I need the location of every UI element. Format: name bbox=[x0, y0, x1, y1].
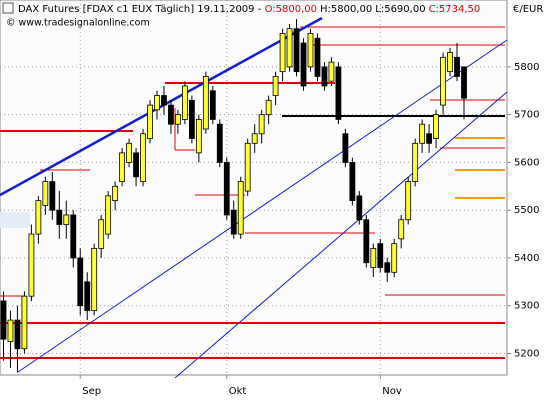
candle-body bbox=[42, 181, 49, 206]
candle-body bbox=[342, 133, 349, 163]
candle-body bbox=[202, 76, 209, 130]
candle-body bbox=[168, 104, 174, 125]
candle-body bbox=[370, 248, 377, 268]
candle-body bbox=[251, 133, 258, 144]
candle-body bbox=[119, 152, 126, 182]
candle-body bbox=[314, 37, 321, 77]
candle-body bbox=[405, 181, 412, 221]
candle-body bbox=[272, 76, 279, 96]
candle-body bbox=[335, 66, 342, 120]
candle-body bbox=[461, 66, 467, 99]
title-close: C:5734,50 bbox=[429, 4, 481, 15]
y-tick-label: 5400 bbox=[514, 253, 539, 264]
candle-body bbox=[426, 133, 433, 144]
candle-body bbox=[70, 214, 77, 259]
candle-body bbox=[175, 114, 181, 125]
y-tick-label: 5800 bbox=[514, 62, 539, 73]
candle-body bbox=[147, 104, 153, 139]
y-tick-label: 5700 bbox=[514, 110, 539, 121]
candle-body bbox=[91, 248, 98, 311]
candle-body bbox=[21, 295, 28, 350]
candle-body bbox=[454, 56, 460, 77]
x-tick-label: Okt bbox=[229, 386, 247, 397]
drawings bbox=[0, 16, 508, 379]
candle-body bbox=[182, 85, 188, 120]
y-tick-label: 5300 bbox=[514, 301, 539, 312]
candle-body bbox=[440, 56, 446, 106]
candle-body bbox=[154, 95, 160, 111]
candle-body bbox=[112, 185, 119, 202]
candle-body bbox=[300, 42, 307, 87]
candle-body bbox=[77, 257, 84, 307]
y-tick-label: 5200 bbox=[514, 349, 539, 360]
candle-body bbox=[49, 181, 56, 211]
x-tick-label: Nov bbox=[382, 386, 402, 397]
candle-body bbox=[35, 200, 42, 235]
candle-body bbox=[63, 214, 70, 225]
candle-body bbox=[356, 195, 363, 221]
candle-body bbox=[0, 300, 7, 340]
candles bbox=[0, 19, 467, 373]
candle-body bbox=[28, 233, 35, 297]
candle-body bbox=[328, 61, 335, 82]
candle-body bbox=[105, 195, 112, 235]
candle-body bbox=[377, 243, 384, 268]
candle-body bbox=[56, 209, 63, 225]
candle-body bbox=[258, 114, 265, 135]
candle-body bbox=[14, 319, 21, 350]
candle-body bbox=[279, 33, 286, 73]
trend-line bbox=[0, 16, 323, 197]
trend-line bbox=[17, 39, 508, 373]
title-text: DAX Futures [FDAX c1 EUX Täglich] 19.11.… bbox=[18, 4, 262, 15]
candle-body bbox=[161, 95, 167, 106]
candle-body bbox=[412, 142, 419, 182]
title-high: H:5800,00 bbox=[320, 4, 372, 15]
candle-body bbox=[133, 152, 139, 178]
candle-body bbox=[293, 28, 300, 73]
candle-body bbox=[98, 219, 105, 249]
candle-body bbox=[237, 181, 244, 235]
y-tick-label: 5600 bbox=[514, 157, 539, 168]
candle-body bbox=[140, 133, 146, 182]
candle-body bbox=[209, 90, 216, 120]
trend-line bbox=[174, 91, 508, 379]
candle-body bbox=[391, 243, 398, 273]
title-low: L:5690,00 bbox=[375, 4, 425, 15]
chart-icon bbox=[2, 2, 14, 14]
candle-body bbox=[188, 99, 195, 139]
y-tick-label: 5500 bbox=[514, 205, 539, 216]
candle-body bbox=[265, 99, 272, 116]
candle-body bbox=[223, 162, 230, 216]
candle-body bbox=[244, 142, 251, 192]
x-tick-label: Sep bbox=[82, 386, 101, 397]
candle-body bbox=[447, 52, 453, 73]
candle-body bbox=[433, 114, 439, 139]
zone bbox=[0, 212, 30, 228]
candle-body bbox=[307, 33, 314, 68]
candle-body bbox=[195, 119, 202, 154]
candle-body bbox=[126, 142, 132, 163]
candle-body bbox=[286, 28, 293, 68]
plot-area bbox=[0, 0, 508, 376]
candle-body bbox=[363, 219, 370, 264]
y-axis-label: €/EUR bbox=[513, 4, 543, 15]
candle-body bbox=[321, 66, 328, 87]
candle-body bbox=[349, 162, 356, 202]
candle-body bbox=[84, 281, 91, 311]
title-open: O:5800,00 bbox=[265, 4, 317, 15]
candle-body bbox=[384, 262, 391, 273]
candle-body bbox=[7, 319, 14, 342]
chart-title: DAX Futures [FDAX c1 EUX Täglich] 19.11.… bbox=[18, 4, 480, 15]
candle-body bbox=[419, 123, 426, 144]
watermark: © www.tradesignalonline.com bbox=[6, 18, 150, 29]
candle-body bbox=[398, 219, 405, 240]
candle-body bbox=[216, 123, 223, 163]
candle-body bbox=[230, 209, 237, 235]
